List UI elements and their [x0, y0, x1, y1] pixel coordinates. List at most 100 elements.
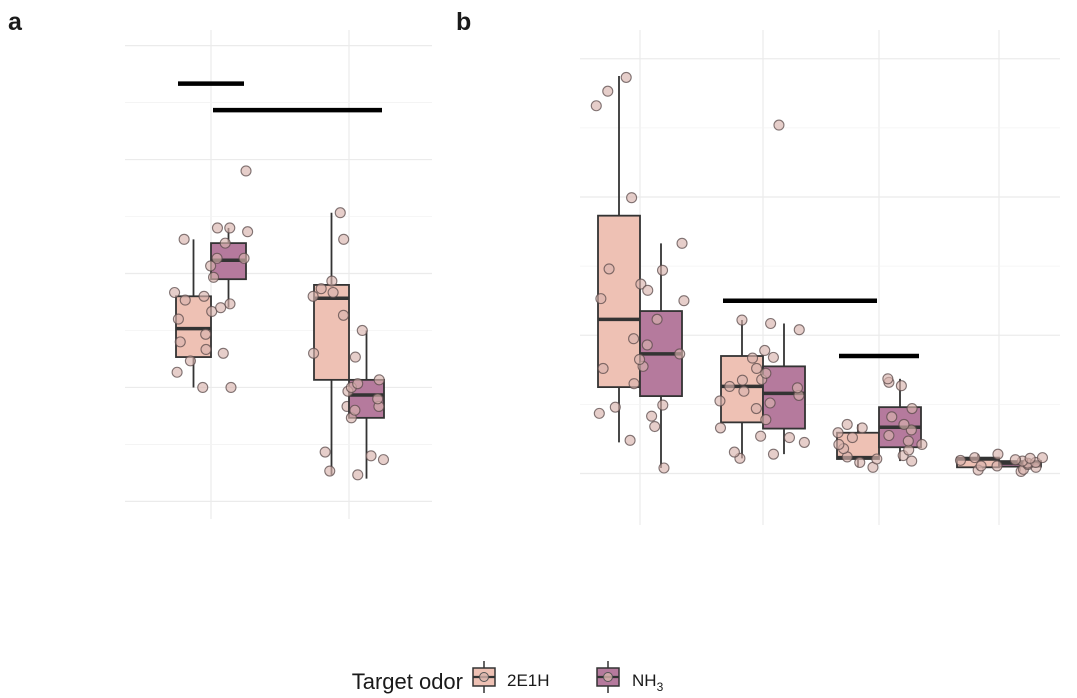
data-point-alert-nh3 — [991, 460, 1003, 472]
data-point-casting-2e1h — [736, 314, 748, 326]
data-point-casting-nh3 — [215, 302, 227, 314]
legend-title: Target odor — [352, 669, 463, 694]
data-point-casting-nh3 — [219, 237, 231, 249]
data-point-off-task-2e1h — [628, 333, 640, 345]
data-point-localizing-2e1h — [832, 427, 844, 439]
data-point-localizing-nh3 — [356, 324, 368, 337]
panel-b-chart — [580, 30, 1060, 525]
data-point-alert-nh3 — [1036, 452, 1049, 464]
data-point-casting-2e1h — [197, 381, 209, 394]
data-point-casting-nh3 — [760, 367, 772, 379]
data-point-off-task-nh3 — [651, 313, 663, 325]
data-point-casting-2e1h — [750, 402, 762, 415]
data-point-casting-nh3 — [238, 252, 250, 264]
legend-label-nh3: NH3 — [632, 671, 664, 694]
data-point-localizing-2e1h — [307, 290, 319, 302]
data-point-localizing-nh3 — [906, 402, 918, 415]
data-point-casting-nh3 — [783, 432, 795, 444]
data-point-off-task-2e1h — [597, 362, 609, 374]
data-point-localizing-2e1h — [338, 233, 350, 245]
data-point-localizing-nh3 — [352, 378, 364, 390]
data-point-casting-2e1h — [751, 362, 763, 374]
data-point-localizing-nh3 — [916, 438, 928, 451]
data-point-alert-2e1h — [969, 452, 981, 464]
panel-a-chart — [125, 30, 432, 519]
legend: Target odor 2E1H NH3 — [352, 661, 664, 694]
data-point-localizing-2e1h — [327, 286, 339, 299]
data-point-localizing-2e1h — [308, 347, 320, 359]
data-point-localizing-nh3 — [898, 418, 910, 430]
data-point-casting-nh3 — [764, 397, 776, 409]
data-point-localizing-2e1h — [871, 453, 883, 465]
data-point-casting-2e1h — [198, 290, 210, 302]
data-point-casting-2e1h — [728, 446, 740, 458]
data-point-casting-2e1h — [714, 422, 727, 434]
data-point-casting-nh3 — [205, 260, 217, 272]
data-point-casting-2e1h — [184, 355, 196, 367]
data-point-localizing-nh3 — [352, 469, 364, 481]
data-point-casting-2e1h — [174, 336, 186, 348]
data-point-off-task-nh3 — [676, 237, 688, 249]
data-point-off-task-2e1h — [620, 71, 632, 83]
data-point-casting-2e1h — [724, 380, 736, 392]
data-point-localizing-2e1h — [833, 438, 845, 451]
data-point-localizing-2e1h — [337, 309, 349, 321]
data-point-localizing-nh3 — [372, 393, 384, 405]
data-point-off-task-2e1h — [626, 192, 638, 204]
data-point-off-task-nh3 — [674, 348, 686, 360]
data-point-casting-nh3 — [798, 436, 810, 448]
data-point-casting-nh3 — [224, 298, 236, 310]
data-point-casting-nh3 — [211, 252, 223, 264]
data-point-localizing-nh3 — [906, 455, 918, 467]
data-point-off-task-nh3 — [658, 462, 670, 474]
data-point-localizing-2e1h — [841, 418, 853, 430]
data-point-casting-2e1h — [179, 294, 191, 306]
data-point-alert-2e1h — [992, 448, 1004, 460]
data-point-off-task-2e1h — [593, 407, 605, 419]
data-point-casting-nh3 — [225, 381, 237, 394]
box-localizing-2e1h — [313, 283, 350, 381]
data-point-casting-nh3 — [767, 448, 780, 460]
data-point-casting-nh3 — [767, 351, 779, 363]
data-point-casting-nh3 — [217, 347, 229, 359]
data-point-localizing-nh3 — [349, 404, 361, 416]
data-point-off-task-2e1h — [590, 100, 602, 112]
data-point-alert-nh3 — [1009, 454, 1021, 466]
data-point-alert-2e1h — [954, 454, 967, 466]
data-point-casting-nh3 — [791, 382, 803, 394]
data-point-casting-2e1h — [736, 374, 748, 386]
data-point-casting-2e1h — [171, 366, 183, 378]
data-point-casting-2e1h — [755, 430, 767, 442]
data-point-localizing-nh3 — [902, 435, 914, 447]
data-point-off-task-nh3 — [641, 339, 653, 351]
data-point-localizing-nh3 — [905, 424, 917, 436]
data-point-off-task-2e1h — [624, 434, 636, 446]
data-point-casting-nh3 — [793, 324, 805, 336]
data-point-localizing-nh3 — [883, 429, 895, 442]
data-point-casting-2e1h — [200, 328, 212, 340]
data-point-casting-2e1h — [178, 233, 190, 245]
data-point-off-task-2e1h — [595, 293, 607, 305]
data-point-casting-2e1h — [169, 286, 181, 299]
data-point-alert-nh3 — [1024, 452, 1036, 464]
data-point-casting-nh3 — [240, 165, 252, 177]
panel-a-letter: a — [8, 8, 23, 36]
data-point-off-task-nh3 — [657, 399, 669, 411]
data-point-casting-nh3 — [211, 222, 224, 234]
data-point-casting-2e1h — [746, 352, 759, 364]
data-point-casting-2e1h — [714, 395, 726, 407]
data-point-localizing-nh3 — [886, 411, 898, 423]
data-point-casting-2e1h — [172, 313, 184, 325]
data-point-casting-nh3 — [760, 414, 772, 426]
data-point-localizing-2e1h — [854, 456, 866, 469]
data-point-casting-nh3 — [773, 119, 785, 131]
data-point-localizing-2e1h — [334, 207, 346, 219]
data-point-casting-nh3 — [242, 226, 254, 238]
data-point-casting-nh3 — [207, 271, 220, 283]
data-point-casting-2e1h — [759, 344, 771, 357]
data-point-off-task-nh3 — [642, 284, 654, 296]
data-point-off-task-nh3 — [656, 264, 669, 276]
data-point-localizing-2e1h — [315, 283, 327, 295]
data-point-off-task-nh3 — [649, 420, 661, 433]
data-point-off-task-2e1h — [603, 263, 615, 275]
